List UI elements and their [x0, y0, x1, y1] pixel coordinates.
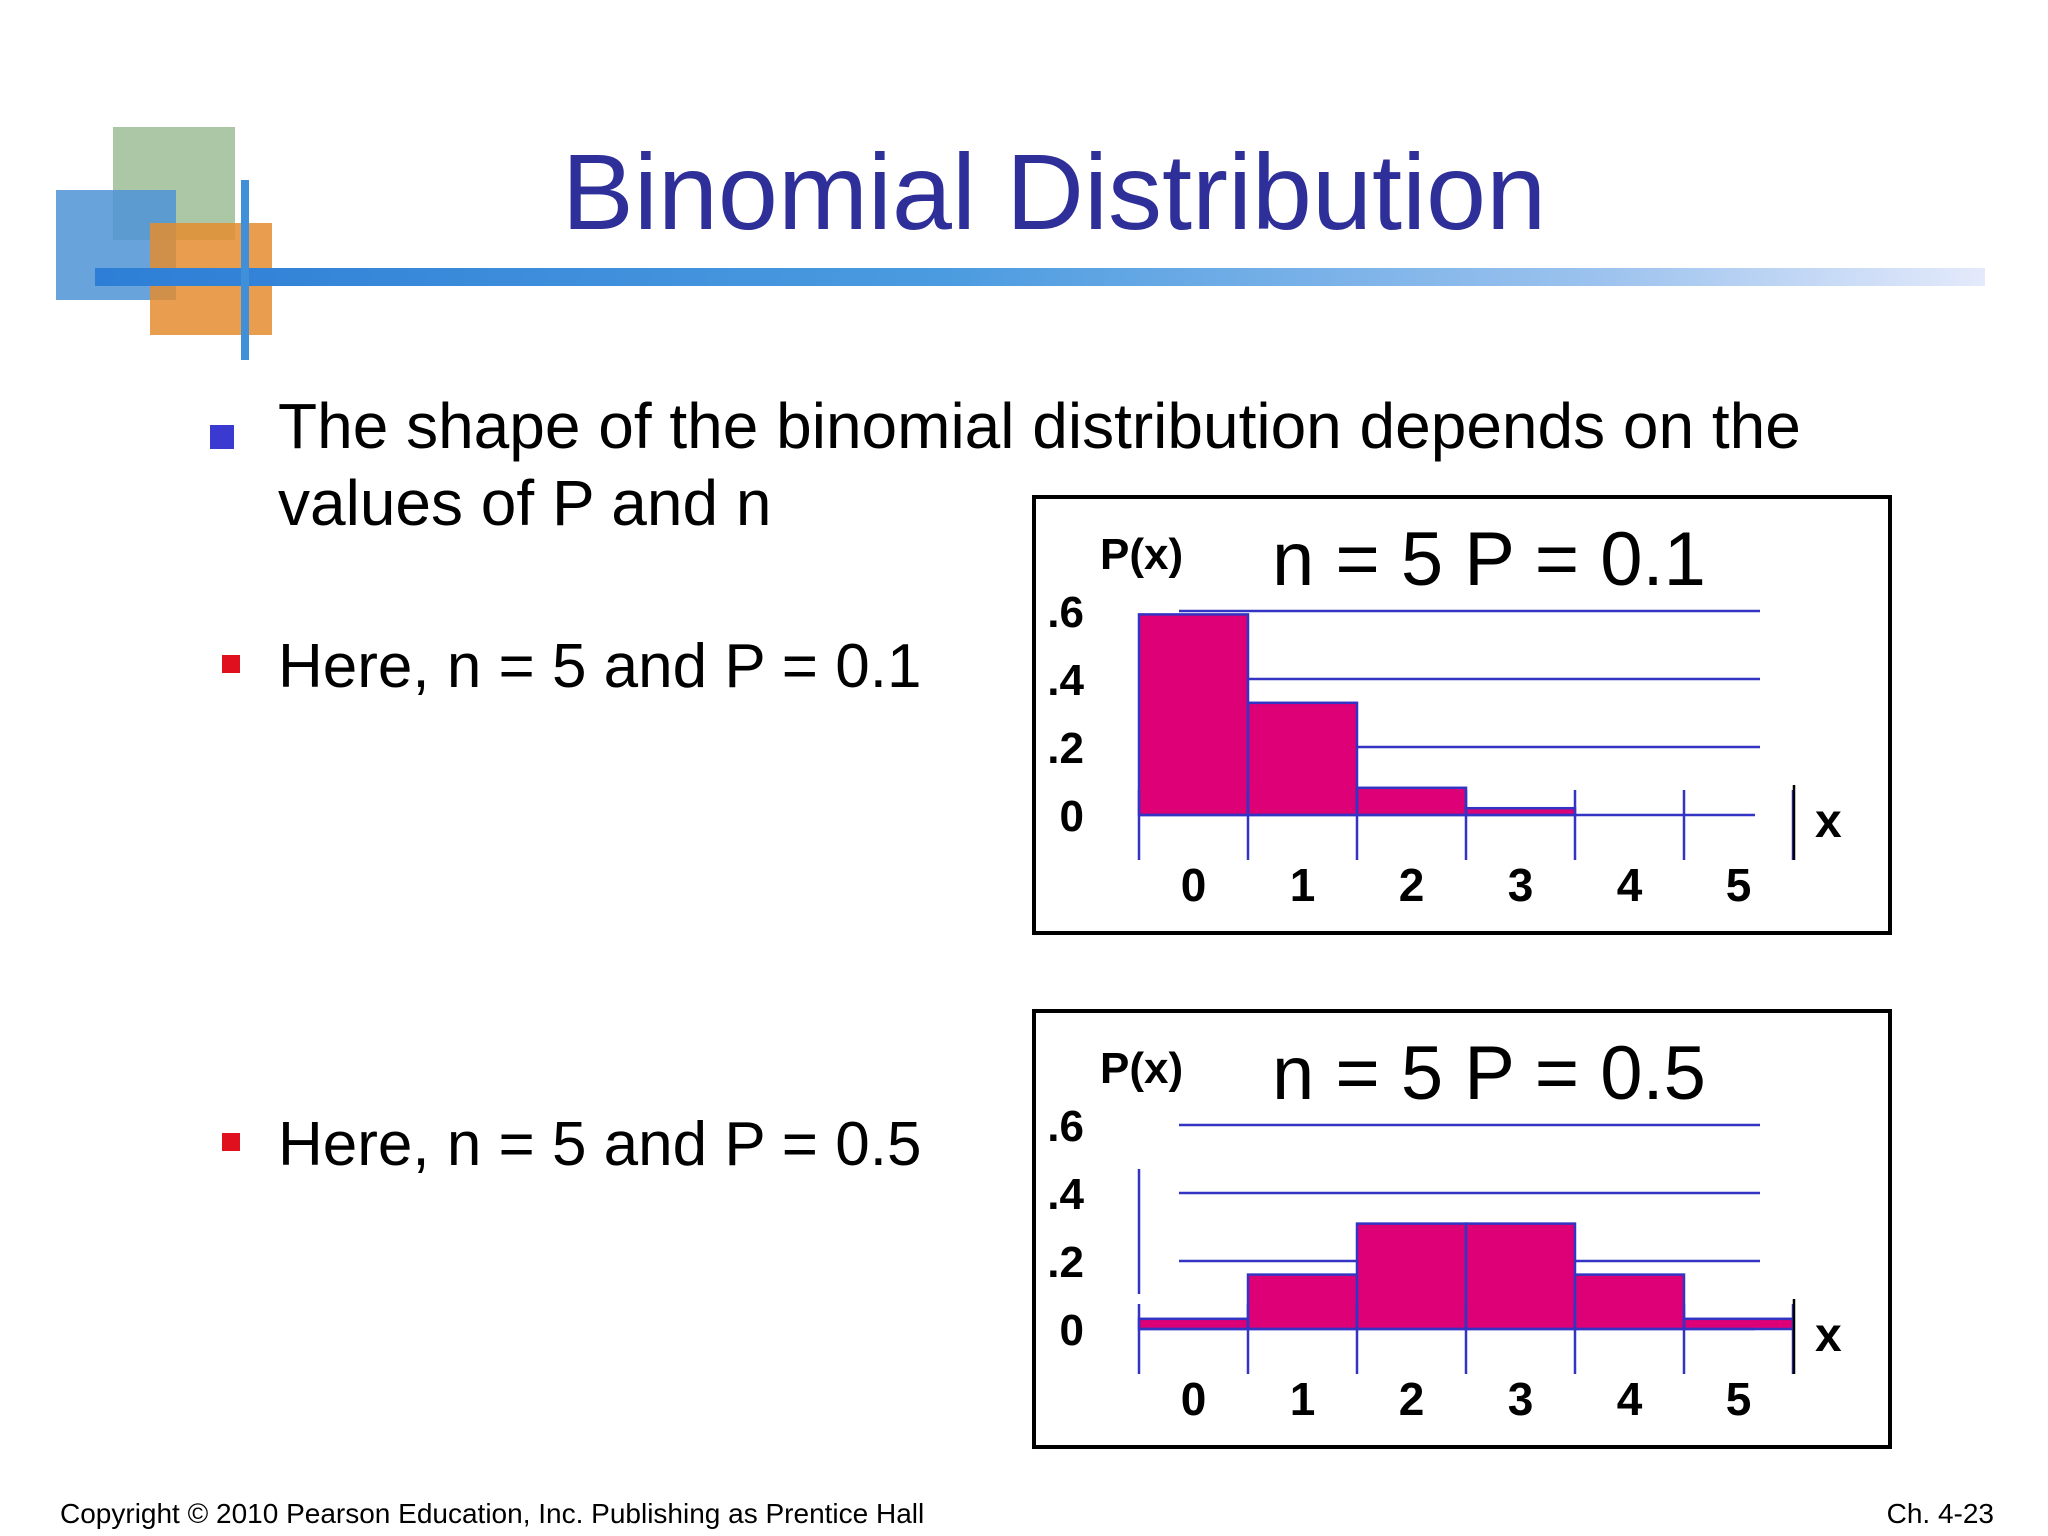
y-axis-label: P(x) [1100, 530, 1183, 579]
y-axis-label: P(x) [1100, 1044, 1183, 1093]
bar [1355, 786, 1468, 817]
x-tick-label: 1 [1290, 859, 1316, 911]
x-tick-label: 1 [1290, 1373, 1316, 1425]
sub-bullet-text-2: Here, n = 5 and P = 0.5 [278, 1110, 922, 1179]
y-tick-label: 0 [1060, 1306, 1084, 1355]
chart-title: n = 5 P = 0.5 [1272, 1031, 1706, 1116]
bar-chart-p05: 0 1 2 3 4 5 .6 .4 .2 0 P(x) x n = 5 P = 0.5 [1047, 1031, 1842, 1425]
bar [1137, 1317, 1250, 1331]
sub-bullet-marker [222, 655, 240, 673]
y-tick-label: .4 [1047, 1170, 1084, 1219]
bar [1246, 1273, 1359, 1331]
x-tick-label: 3 [1508, 859, 1534, 911]
x-axis-label: x [1815, 1309, 1842, 1362]
bar [1464, 1222, 1577, 1331]
title-underline-bar [95, 268, 1985, 286]
x-tick-label: 4 [1617, 859, 1643, 911]
x-tick-label: 3 [1508, 1373, 1534, 1425]
x-tick-label: 0 [1181, 859, 1207, 911]
y-tick-label: 0 [1060, 792, 1084, 841]
y-tick-label: .6 [1047, 1102, 1084, 1151]
y-tick-label: .2 [1047, 724, 1084, 773]
bar [1246, 701, 1359, 817]
x-axis-label: x [1815, 795, 1842, 848]
sub-bullet-text-1: Here, n = 5 and P = 0.1 [278, 632, 922, 701]
slide-title: Binomial Distribution [561, 131, 1547, 252]
chart-title: n = 5 P = 0.1 [1272, 517, 1706, 602]
x-tick-label: 0 [1181, 1373, 1207, 1425]
y-tick-label: .4 [1047, 656, 1084, 705]
bar [1355, 1222, 1468, 1331]
bar [1573, 1273, 1686, 1331]
x-tick-label: 4 [1617, 1373, 1643, 1425]
x-tick-label: 5 [1726, 859, 1752, 911]
y-tick-label: .6 [1047, 588, 1084, 637]
x-tick-label: 5 [1726, 1373, 1752, 1425]
x-tick-label: 2 [1399, 1373, 1425, 1425]
bar-chart-p01: 0 1 2 3 4 5 .6 .4 .2 0 P(x) x n = 5 P = 0.1 [1047, 517, 1842, 911]
main-bullet-text: The shape of the binomial distribution d… [278, 390, 1801, 539]
sub-bullet-marker [222, 1133, 240, 1151]
x-tick-label: 2 [1399, 859, 1425, 911]
footer-copyright: Copyright © 2010 Pearson Education, Inc.… [60, 1498, 925, 1529]
bar [1682, 1317, 1795, 1331]
footer-page-number: Ch. 4-23 [1886, 1498, 1994, 1529]
bar [1137, 613, 1250, 817]
main-bullet-marker [210, 425, 234, 449]
logo-vertical-line [241, 180, 249, 360]
y-tick-label: .2 [1047, 1238, 1084, 1287]
